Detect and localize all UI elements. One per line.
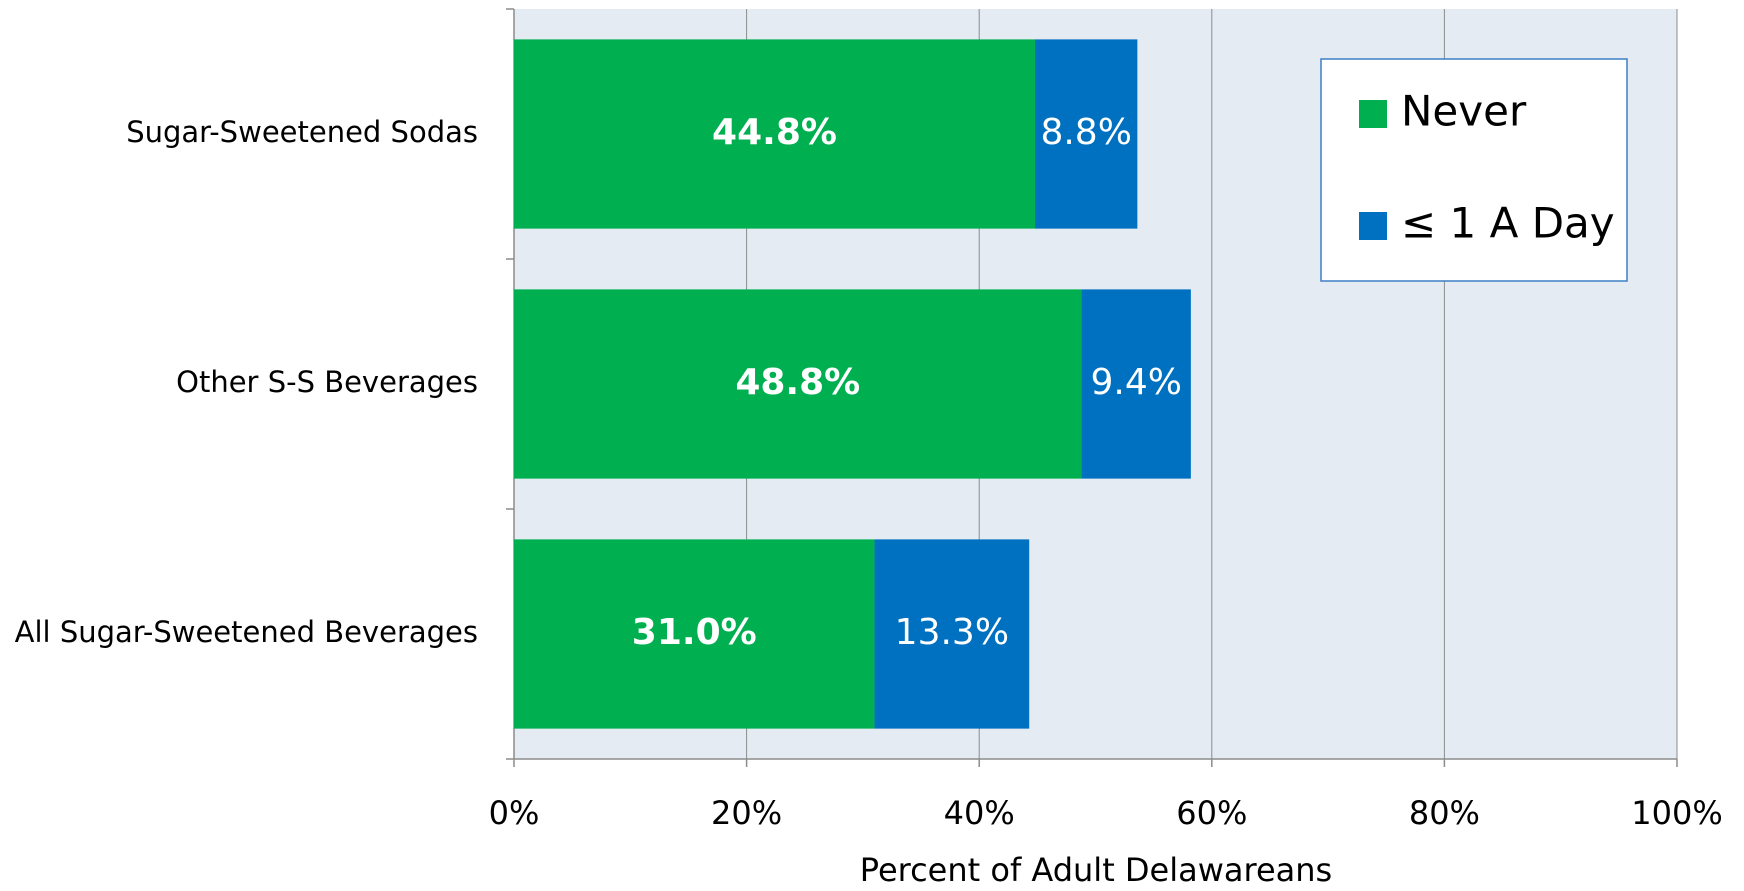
bar-segment [1081,289,1191,479]
legend-swatch [1359,100,1387,128]
x-tick-label: 60% [1176,794,1247,832]
bar-segment [514,539,875,729]
x-tick-label: 40% [944,794,1015,832]
x-axis-label: Percent of Adult Delawareans [860,851,1332,889]
bar-segment [1035,39,1138,229]
x-tick-label: 0% [489,794,540,832]
y-tick-label: Sugar-Sweetened Sodas [126,115,478,149]
x-tick-label: 80% [1409,794,1480,832]
legend-label: ≤ 1 A Day [1401,199,1615,248]
y-tick-label: Other S-S Beverages [176,365,478,399]
data-label: 48.8% [735,362,860,403]
data-label: 44.8% [712,112,837,153]
bar-segment [514,289,1082,479]
y-tick-label: All Sugar-Sweetened Beverages [15,615,478,649]
x-tick-label: 20% [711,794,782,832]
x-tick-label: 100% [1631,794,1722,832]
data-label: 9.4% [1090,362,1181,403]
legend-box [1320,58,1628,282]
legend-label: Never [1401,87,1527,136]
data-label: 8.8% [1040,112,1131,153]
legend-swatch [1359,212,1387,240]
data-label: 31.0% [632,612,757,653]
data-label: 13.3% [895,612,1009,653]
bar-segment [514,39,1036,229]
bar-segment [874,539,1030,729]
